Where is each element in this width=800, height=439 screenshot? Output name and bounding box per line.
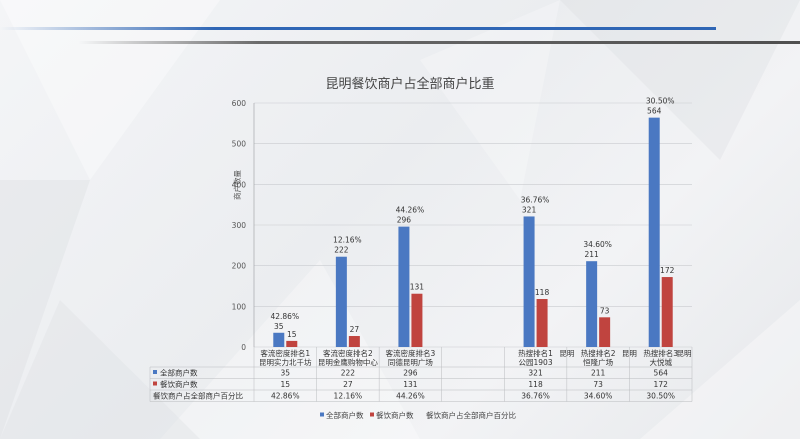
- category-label-line2: 昆明金鹰购物中心: [318, 357, 378, 367]
- table-cell: 321: [528, 369, 543, 378]
- data-label-total: 222: [334, 246, 349, 255]
- table-cell: 36.76%: [521, 392, 550, 401]
- y-tick-label: 600: [232, 99, 247, 108]
- category-label-line2: 昆明实力北千坊: [259, 357, 312, 367]
- bar-food: [661, 277, 673, 347]
- data-label-percent: 36.76%: [521, 195, 550, 204]
- data-label-percent: 34.60%: [583, 240, 612, 249]
- category-label-line2: 公园1903: [519, 358, 553, 367]
- data-label-food: 15: [287, 330, 297, 339]
- legend-label: 餐饮商户数: [376, 410, 414, 420]
- table-row-key: [153, 370, 157, 374]
- data-label-percent: 42.86%: [270, 312, 299, 321]
- bar-total: [523, 216, 535, 347]
- table-cell: 73: [593, 380, 603, 389]
- data-label-food: 172: [660, 266, 675, 275]
- table-cell: 15: [281, 380, 291, 389]
- legend-label: 全部商户数: [326, 410, 364, 420]
- bar-total: [273, 332, 285, 347]
- data-label-food: 73: [600, 306, 610, 315]
- category-label-line1: 热搜排名1: [518, 348, 553, 358]
- bar-food: [536, 299, 548, 347]
- gridlines: [253, 102, 692, 348]
- table-cell: 12.16%: [334, 392, 363, 401]
- table-cell: 118: [528, 380, 543, 389]
- y-tick-label: 500: [232, 140, 247, 149]
- table-cell: 34.60%: [584, 392, 613, 401]
- bar-food: [411, 293, 423, 347]
- table-cell: 172: [654, 380, 669, 389]
- category-label-line2: 恒隆广场: [583, 357, 613, 367]
- y-axis-ticks: 0 100 200 300 400 500 600: [232, 99, 247, 352]
- legend-key: [370, 412, 374, 417]
- data-label-percent: 12.16%: [333, 236, 362, 245]
- y-tick-label: 0: [241, 343, 246, 352]
- category-label-line2: 同德昆明广场: [388, 357, 433, 367]
- data-label-total: 211: [584, 250, 599, 259]
- header-blue-line: [0, 27, 716, 30]
- table-row-label: 全部商户数: [160, 368, 198, 378]
- category-label-line1: 客流密度排名2: [323, 348, 373, 358]
- legend-key: [320, 412, 324, 417]
- bar-total: [335, 256, 347, 347]
- category-label-line1: 热搜排名2: [581, 348, 616, 358]
- table-cell: 42.86%: [271, 392, 300, 401]
- category-label-line2: 大悦城: [649, 357, 672, 367]
- data-label-food: 27: [350, 325, 360, 334]
- table-row-label: 餐饮商户数: [160, 379, 198, 389]
- y-tick-label: 400: [232, 180, 247, 189]
- table-cell: 30.50%: [646, 392, 675, 401]
- table-cell: 131: [403, 380, 418, 389]
- data-label-total: 296: [397, 216, 412, 225]
- data-label-food: 118: [535, 288, 550, 297]
- category-label-line1: 热搜排名3: [643, 348, 678, 358]
- table-row-label: 餐饮商户占全部商户百分比: [153, 391, 243, 401]
- data-label-percent: 30.50%: [646, 97, 675, 106]
- table-row-key: [153, 381, 157, 386]
- data-label-total: 564: [647, 107, 662, 116]
- table-cell: 296: [403, 369, 418, 378]
- bars: [273, 117, 673, 347]
- legend-label: 餐饮商户占全部商户百分比: [426, 410, 516, 420]
- category-label-line1: 客流密度排名1: [260, 348, 310, 358]
- data-label-total: 321: [522, 205, 537, 214]
- data-label-total: 35: [274, 322, 284, 331]
- data-label-percent: 44.26%: [396, 206, 425, 215]
- chart-title: 昆明餐饮商户占全部商户比重: [325, 76, 494, 92]
- table-cell: 222: [341, 369, 356, 378]
- category-extra-label: 昆明: [677, 349, 692, 358]
- y-tick-label: 300: [232, 221, 247, 230]
- table-cell: 211: [591, 369, 606, 378]
- y-axis-label: 商户数量: [232, 170, 242, 200]
- y-tick-label: 200: [232, 262, 247, 271]
- bar-total: [648, 117, 660, 347]
- y-tick-label: 100: [232, 302, 247, 311]
- table-cell: 35: [281, 369, 291, 378]
- bar-food: [599, 317, 611, 347]
- bar-food: [286, 340, 298, 347]
- data-table: 全部商户数 35 222 296 321 211 564 餐饮商户数 15 27 131 118 73 1…: [149, 347, 693, 402]
- bar-food: [348, 336, 360, 347]
- header-gray-line: [78, 41, 800, 44]
- legend: 全部商户数 餐饮商户数 餐饮商户占全部商户百分比: [320, 410, 516, 420]
- bar-total: [398, 226, 410, 347]
- category-label-line1: 客流密度排名3: [386, 348, 436, 358]
- bar-total: [586, 261, 598, 347]
- table-cell: 27: [343, 380, 353, 389]
- table-cell: 44.26%: [396, 392, 425, 401]
- data-label-food: 131: [410, 283, 425, 292]
- table-cell: 564: [654, 369, 669, 378]
